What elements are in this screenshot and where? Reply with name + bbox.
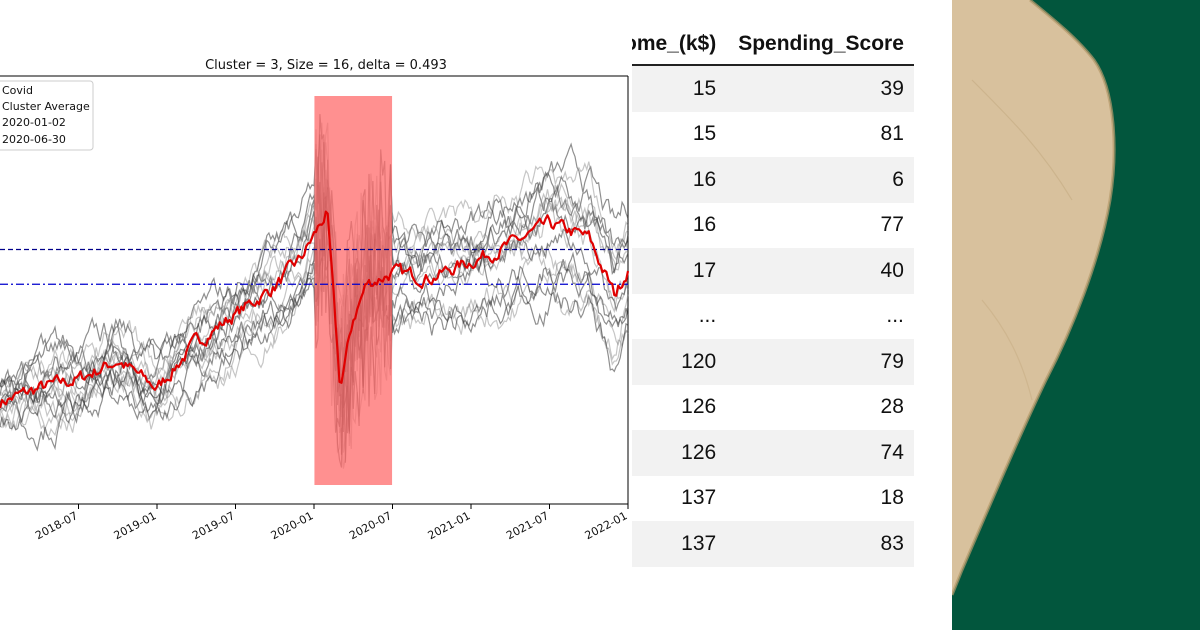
income-cell: 126 bbox=[681, 395, 717, 419]
parchment-crease bbox=[981, 299, 1033, 401]
legend: Covid Cluster Average 2020-01-02 2020-06… bbox=[0, 80, 94, 151]
x-axis-ticks: 2018-07 2019-01 2019-07 2020-01 2020-07 2021-… bbox=[33, 504, 629, 542]
score-cell: 39 bbox=[726, 65, 914, 112]
individual-series-group bbox=[0, 114, 629, 469]
table-row: 16 6 bbox=[632, 157, 914, 203]
x-tick-label: 2018-07 bbox=[33, 509, 80, 542]
legend-entry-covid: Covid bbox=[2, 84, 33, 97]
table-row: 16 77 bbox=[632, 203, 914, 249]
x-tick-label: 2021-01 bbox=[426, 509, 473, 542]
income-cell: 120 bbox=[632, 339, 727, 385]
x-tick-label: 2019-01 bbox=[112, 509, 159, 542]
score-cell: 74 bbox=[726, 430, 914, 476]
individual-series-line bbox=[0, 195, 629, 468]
individual-series-line bbox=[0, 169, 629, 431]
income-cell: 17 bbox=[632, 248, 727, 294]
individual-series-line bbox=[0, 122, 629, 411]
covid-period-band bbox=[314, 96, 393, 485]
x-tick-label: 2019-07 bbox=[190, 509, 237, 542]
parchment-decoration bbox=[952, 0, 1200, 630]
table-row: 15 39 bbox=[632, 65, 914, 112]
income-cell: 126 bbox=[632, 430, 727, 476]
cluster-line-chart: Cluster = 3, Size = 16, delta = 0.493 20… bbox=[0, 58, 630, 542]
score-cell: 18 bbox=[880, 486, 904, 510]
income-cell: 15 bbox=[692, 122, 717, 146]
income-cell: 16 bbox=[692, 213, 717, 237]
score-cell: 28 bbox=[880, 395, 904, 419]
table-row: 137 18 bbox=[632, 476, 914, 522]
data-table: ome_(k$) Spending_Score 15 39 15 81 16 6 16… bbox=[632, 22, 914, 567]
individual-series-line bbox=[0, 192, 629, 463]
cluster-average-line bbox=[0, 210, 630, 409]
score-cell: 83 bbox=[726, 521, 914, 567]
parchment-crease bbox=[971, 79, 1073, 201]
table-row: 15 81 bbox=[632, 112, 914, 158]
reference-lines-group bbox=[0, 248, 628, 285]
x-tick-label: 2021-07 bbox=[504, 509, 551, 542]
chart-title: Cluster = 3, Size = 16, delta = 0.493 bbox=[205, 58, 447, 73]
table-row: 17 40 bbox=[632, 248, 914, 294]
score-cell: 6 bbox=[726, 157, 914, 203]
score-cell: ... bbox=[886, 304, 904, 328]
individual-series-line bbox=[0, 178, 629, 406]
score-cell: 77 bbox=[880, 213, 904, 237]
score-cell: 79 bbox=[726, 339, 914, 385]
column-header-spending-score: Spending_Score bbox=[726, 22, 914, 66]
individual-series-line bbox=[0, 187, 629, 434]
score-cell: 81 bbox=[880, 122, 904, 146]
income-cell: ... bbox=[698, 304, 717, 328]
x-tick-label: 2020-07 bbox=[347, 509, 394, 542]
individual-series-line bbox=[0, 142, 629, 400]
parchment-edge bbox=[952, 0, 1116, 596]
column-header-income: ome_(k$) bbox=[632, 22, 727, 66]
income-cell: 15 bbox=[632, 65, 727, 112]
legend-box bbox=[0, 80, 94, 151]
legend-entry-end-date: 2020-06-30 bbox=[2, 133, 66, 146]
x-tick-label: 2022-01 bbox=[583, 509, 630, 542]
income-cell: 137 bbox=[632, 521, 727, 567]
score-cell: 40 bbox=[726, 248, 914, 294]
table-header-row: ome_(k$) Spending_Score bbox=[632, 22, 914, 66]
parchment-shape bbox=[952, 0, 1115, 595]
table-row: 137 83 bbox=[632, 521, 914, 567]
income-cell: 16 bbox=[632, 157, 727, 203]
income-cell: 137 bbox=[681, 486, 717, 510]
x-tick-label: 2020-01 bbox=[269, 509, 316, 542]
table-row: 126 28 bbox=[632, 385, 914, 431]
table-row: 126 74 bbox=[632, 430, 914, 476]
legend-entry-start-date: 2020-01-02 bbox=[2, 116, 66, 129]
legend-entry-cluster-average: Cluster Average bbox=[2, 100, 90, 113]
individual-series-line bbox=[0, 181, 629, 434]
individual-series-line bbox=[0, 129, 629, 400]
table-row: 120 79 bbox=[632, 339, 914, 385]
table-row-ellipsis: ...... bbox=[632, 294, 914, 340]
data-table-panel: ome_(k$) Spending_Score 15 39 15 81 16 6 16… bbox=[632, 0, 952, 630]
